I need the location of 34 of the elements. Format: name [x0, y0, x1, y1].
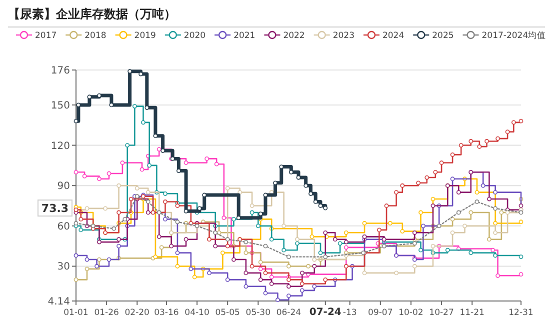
legend-label: 2020: [184, 31, 206, 41]
legend-label: 2022: [283, 31, 305, 41]
y-tick-label: 90: [57, 181, 70, 192]
x-tick-label: 12-31: [508, 308, 534, 318]
legend-label: 2025: [432, 31, 454, 41]
x-tick-label: 05-30: [246, 308, 271, 318]
chart-title: 【尿素】企业库存数据（万吨）: [8, 7, 176, 21]
x-tick-label: 10-02: [398, 308, 424, 318]
x-tick-label: 04-10: [184, 308, 210, 318]
legend-label: 2023: [332, 31, 354, 41]
x-tick-label: 11-21: [460, 308, 484, 318]
x-tick-label: -13: [342, 308, 357, 318]
legend-label: 2017: [35, 31, 57, 41]
x-tick-label: 01-01: [64, 308, 88, 318]
y-tick-label: 176: [50, 66, 70, 76]
legend-label: 2018: [84, 31, 106, 41]
x-tick-label: 02-20: [124, 308, 150, 318]
x-tick-label: 09-07: [368, 308, 393, 318]
x-tick-label: 05-05: [215, 308, 240, 318]
x-tick-label: 06-24: [276, 308, 302, 318]
text: 73.3: [41, 202, 69, 216]
legend-label: 2019: [134, 31, 156, 41]
legend-label: 2017-2024均值: [482, 30, 546, 41]
y-tick-label: 60: [57, 221, 70, 232]
legend-label: 2024: [382, 31, 404, 41]
legend-label: 2021: [234, 31, 256, 41]
x-tick-label: 07-24: [309, 307, 342, 318]
x-tick-label: 01-26: [94, 308, 119, 318]
x-tick-label: 03-16: [154, 308, 179, 318]
y-tick-label: 30: [57, 262, 70, 273]
y-tick-label: 4.14: [48, 296, 70, 308]
y-tick-label: 150: [50, 100, 70, 112]
x-tick-label: 10-27: [429, 308, 454, 318]
y-tick-label: 120: [50, 140, 70, 152]
